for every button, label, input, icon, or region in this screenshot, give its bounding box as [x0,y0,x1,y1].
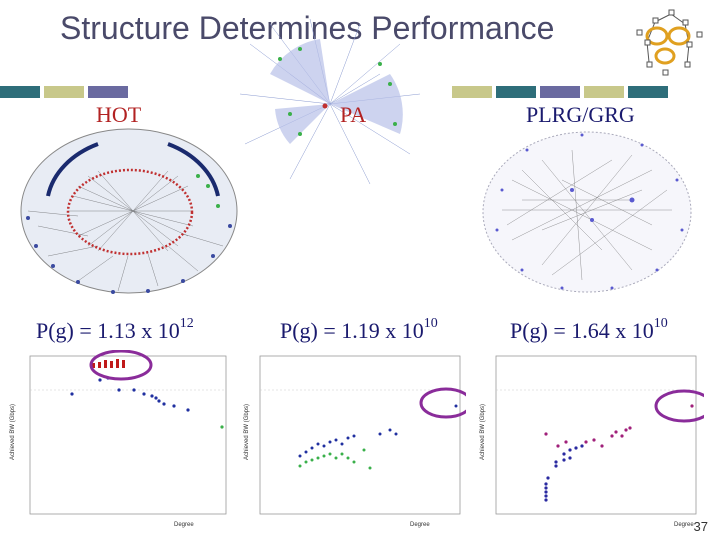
bar-teal-1 [0,86,40,98]
hot-plot-xlabel: Degree [174,522,194,528]
hot-degree-bw-plot: Achieved BW (Gbps) Degree [10,350,227,528]
plrg-grg-plot-ylabel: Achieved BW (Gbps) [480,404,486,460]
page-number: 37 [693,519,708,534]
hot-label: HOT [96,102,142,127]
plrg-grg-network-graph [482,131,692,293]
plrg-grg-plot-xlabel: Degree [674,522,694,528]
plrg-grg-label: PLRG/GRG [526,102,635,127]
hot-plot-ylabel: Achieved BW (Gbps) [10,404,16,460]
bar-olive-2 [452,86,492,98]
bar-olive-3 [584,86,624,98]
bar-teal-2 [496,86,536,98]
hot-formula-base: P(g) = 1.13 x 10 [36,318,180,343]
plrg-grg-formula: P(g) = 1.64 x 1010 [510,316,668,344]
hot-formula: P(g) = 1.13 x 1012 [36,316,194,344]
pa-formula-exponent: 10 [423,316,438,331]
pa-formula-base: P(g) = 1.19 x 10 [280,318,424,343]
bar-purple-2 [540,86,580,98]
plrg-grg-degree-bw-plot: Achieved BW (Gbps) Degree [480,355,704,528]
molecule-logo-icon [636,9,703,76]
bar-olive-1 [44,86,84,98]
slide-title: Structure Determines Performance [60,10,555,46]
hot-formula-exponent: 12 [179,316,194,331]
plrg-grg-formula-exponent: 10 [653,316,668,331]
pa-network-graph [239,18,421,185]
pa-degree-bw-plot: Achieved BW (Gbps) Degree [244,355,466,528]
bar-teal-3 [628,86,668,98]
pa-plot-ylabel: Achieved BW (Gbps) [244,404,250,460]
pa-label: PA [340,102,367,127]
pa-formula: P(g) = 1.19 x 1010 [280,316,438,344]
plrg-grg-formula-base: P(g) = 1.64 x 10 [510,318,654,343]
pa-plot-xlabel: Degree [410,522,430,528]
bar-purple-1 [88,86,128,98]
hot-network-graph [20,128,238,294]
decorative-color-bars [0,86,720,98]
